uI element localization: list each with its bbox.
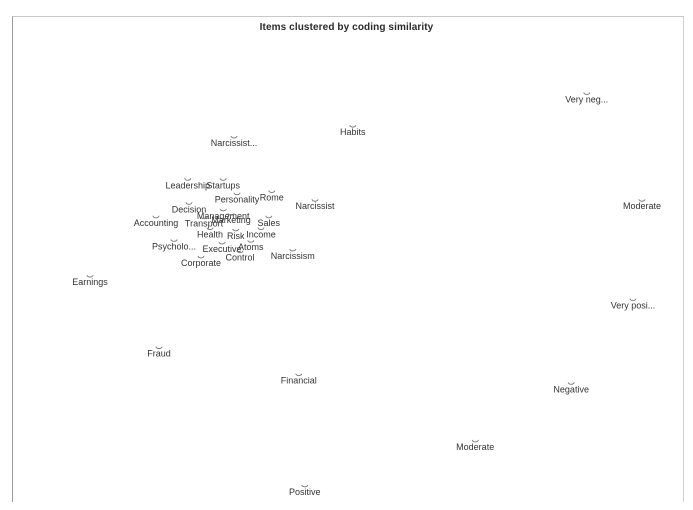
point-label: Atoms (238, 242, 264, 252)
scatter-point: Risk (227, 228, 245, 241)
point-marker-icon (233, 192, 241, 196)
point-label: Psycholo... (152, 241, 196, 251)
point-marker-icon (265, 215, 273, 219)
scatter-point: Decision (172, 202, 207, 214)
point-marker-icon (219, 208, 227, 212)
point-marker-icon (86, 274, 94, 278)
point-marker-icon (206, 227, 214, 230)
point-marker-icon (247, 240, 255, 243)
scatter-point: Sales (258, 215, 281, 228)
scatter-point: Income (246, 227, 276, 240)
scatter-point: Very posi... (611, 298, 656, 311)
scatter-point: Leadership (166, 178, 211, 190)
point-marker-icon (629, 298, 637, 302)
scatter-point: Accounting (134, 215, 179, 228)
point-label: Narcissism (271, 251, 315, 261)
point-marker-icon (230, 135, 238, 139)
scatter-point: Very neg... (565, 92, 608, 104)
point-label: Moderate (623, 201, 661, 211)
scatter-point: Personality (215, 192, 260, 205)
point-label: Narcissist... (211, 138, 258, 148)
point-label: Negative (553, 384, 589, 394)
point-marker-icon (200, 216, 208, 220)
point-label: Fraud (147, 349, 171, 359)
point-marker-icon (152, 215, 160, 219)
scatter-point: Health (197, 227, 223, 240)
scatter-point: Habits (340, 124, 366, 137)
point-label: Narcissist (295, 201, 335, 211)
point-label: Very posi... (611, 301, 656, 311)
scatter-point: Earnings (72, 274, 108, 287)
point-marker-icon (170, 239, 178, 242)
point-label: Habits (340, 127, 366, 137)
point-label: Decision (172, 204, 207, 214)
scatter-point: Financial (281, 373, 317, 386)
point-marker-icon (289, 248, 297, 252)
point-marker-icon (155, 346, 163, 350)
point-marker-icon (268, 190, 276, 193)
point-marker-icon (583, 92, 591, 95)
point-label: Management (197, 211, 250, 221)
chart-title: Items clustered by coding similarity (259, 22, 434, 33)
point-marker-icon (257, 227, 265, 230)
point-label: Marketing (211, 215, 251, 225)
point-marker-icon (232, 228, 240, 232)
point-marker-icon (471, 439, 479, 443)
point-label: Rome (260, 193, 284, 203)
point-marker-icon (349, 124, 357, 128)
point-marker-icon (295, 373, 303, 377)
scatter-point: Moderate (623, 199, 661, 211)
point-marker-icon (197, 255, 205, 259)
point-label: Very neg... (565, 94, 608, 104)
point-label: Earnings (72, 277, 108, 287)
point-label: Executive (202, 244, 241, 254)
point-marker-icon (218, 241, 226, 245)
scatter-point: Startups (206, 178, 240, 190)
scatter-point: Transport (185, 216, 224, 229)
scatter-point: Narcissism (271, 248, 315, 261)
scatter-point: Narcissist... (211, 135, 258, 148)
scatter-point: Negative (553, 382, 589, 394)
plot-area (12, 16, 684, 502)
point-label: Accounting (134, 218, 179, 228)
point-label: Leadership (166, 180, 211, 190)
point-label: Health (197, 230, 223, 240)
point-label: Financial (281, 376, 317, 386)
scatter-point: Executive (202, 241, 242, 254)
scatter-point: Rome (260, 190, 284, 203)
scatter-point: Corporate (181, 255, 221, 268)
point-label: Sales (258, 218, 281, 228)
scatter-point: Management (197, 208, 250, 221)
point-label: Personality (215, 195, 260, 205)
point-marker-icon (301, 484, 309, 488)
point-label: Moderate (456, 442, 494, 452)
point-label: Corporate (181, 258, 221, 268)
scatter-point: Positive (289, 484, 321, 497)
scatter-point: Control (225, 250, 255, 263)
point-marker-icon (184, 178, 192, 181)
scatter-point: Marketing (211, 213, 251, 225)
point-label: Income (246, 230, 276, 240)
point-label: Positive (289, 487, 321, 497)
point-label: Control (225, 253, 254, 263)
point-label: Risk (227, 231, 245, 241)
point-marker-icon (638, 199, 646, 202)
point-marker-icon (185, 202, 193, 205)
point-label: Transport (185, 219, 224, 229)
scatter-point: Narcissist (295, 199, 335, 211)
scatter-point: Fraud (147, 346, 171, 359)
point-marker-icon (227, 213, 235, 216)
point-marker-icon (236, 250, 244, 254)
scatter-point: Moderate (456, 439, 494, 452)
point-label: Startups (206, 180, 240, 190)
point-marker-icon (311, 199, 319, 202)
scatter-point: Atoms (238, 240, 264, 252)
scatter-point: Psycholo... (152, 239, 196, 251)
point-marker-icon (219, 178, 227, 181)
point-marker-icon (567, 382, 575, 385)
